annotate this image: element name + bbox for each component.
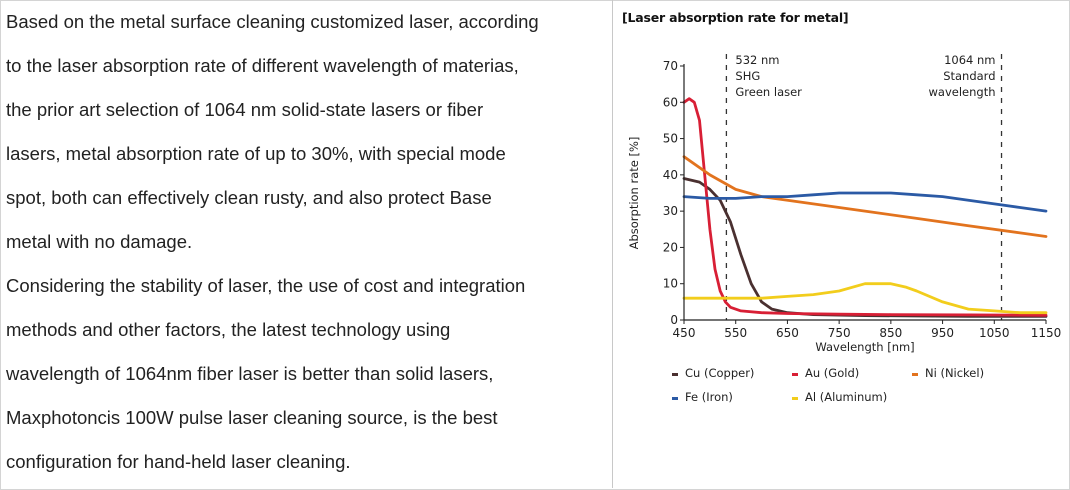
text-line: Considering the stability of laser, the … [6, 275, 526, 296]
x-tick-label: 750 [828, 326, 851, 340]
text-line: Based on the metal surface cleaning cust… [6, 11, 539, 32]
chart-title: [Laser absorption rate for metal] [622, 10, 849, 25]
x-tick-label: 950 [931, 326, 954, 340]
annotation-label: Green laser [735, 85, 802, 99]
absorption-chart: 532 nm SHG Green laser 1064 nm Standard wavel… [627, 53, 1062, 404]
column-divider [612, 0, 613, 488]
article-text: Based on the metal surface cleaning cust… [6, 0, 610, 484]
y-tick-label: 20 [663, 240, 678, 254]
y-tick-label: 50 [663, 132, 678, 146]
text-line: methods and other factors, the latest te… [6, 319, 451, 340]
annotation-label: 1064 nm [944, 53, 995, 67]
y-tick-label: 40 [663, 168, 678, 182]
text-line: lasers, metal absorption rate of up to 3… [6, 143, 506, 164]
y-tick-label: 30 [663, 204, 678, 218]
legend-label: Ni (Nickel) [925, 366, 984, 380]
annotation-label: SHG [735, 69, 760, 83]
text-line: Maxphotoncis 100W pulse laser cleaning s… [6, 407, 498, 428]
y-tick-label: 0 [670, 313, 678, 327]
legend-label: Fe (Iron) [685, 390, 733, 404]
x-axis-label: Wavelength [nm] [815, 340, 914, 354]
legend-swatch [792, 373, 798, 376]
legend-label: Au (Gold) [805, 366, 859, 380]
annotation-label: 532 nm [735, 53, 779, 67]
legend-label: Cu (Copper) [685, 366, 754, 380]
x-tick-label: 850 [879, 326, 902, 340]
text-line: to the laser absorption rate of differen… [6, 55, 519, 76]
y-tick-label: 10 [663, 277, 678, 291]
x-tick-label: 1050 [979, 326, 1010, 340]
text-line: metal with no damage. [6, 231, 193, 252]
text-line: spot, both can effectively clean rusty, … [6, 187, 492, 208]
text-line: wavelength of 1064nm fiber laser is bett… [6, 363, 494, 384]
annotation-label: wavelength [929, 85, 996, 99]
legend-swatch [912, 373, 918, 376]
legend-swatch [672, 373, 678, 376]
y-tick-label: 70 [663, 59, 678, 73]
legend-label: Al (Aluminum) [805, 390, 887, 404]
x-tick-label: 650 [776, 326, 799, 340]
legend-swatch [672, 397, 678, 400]
x-tick-label: 550 [724, 326, 747, 340]
text-line: configuration for hand-held laser cleani… [6, 451, 351, 472]
series-line [682, 155, 1048, 238]
legend-swatch [792, 397, 798, 400]
x-tick-label: 450 [673, 326, 696, 340]
y-tick-label: 60 [663, 95, 678, 109]
annotation-label: Standard [943, 69, 995, 83]
y-axis-label: Absorption rate [%] [627, 137, 641, 250]
series-line [682, 97, 1048, 317]
x-tick-label: 1150 [1031, 326, 1062, 340]
text-line: the prior art selection of 1064 nm solid… [6, 99, 484, 120]
series-line [682, 177, 1048, 318]
series-line [682, 191, 1048, 213]
series-line [682, 282, 1048, 315]
